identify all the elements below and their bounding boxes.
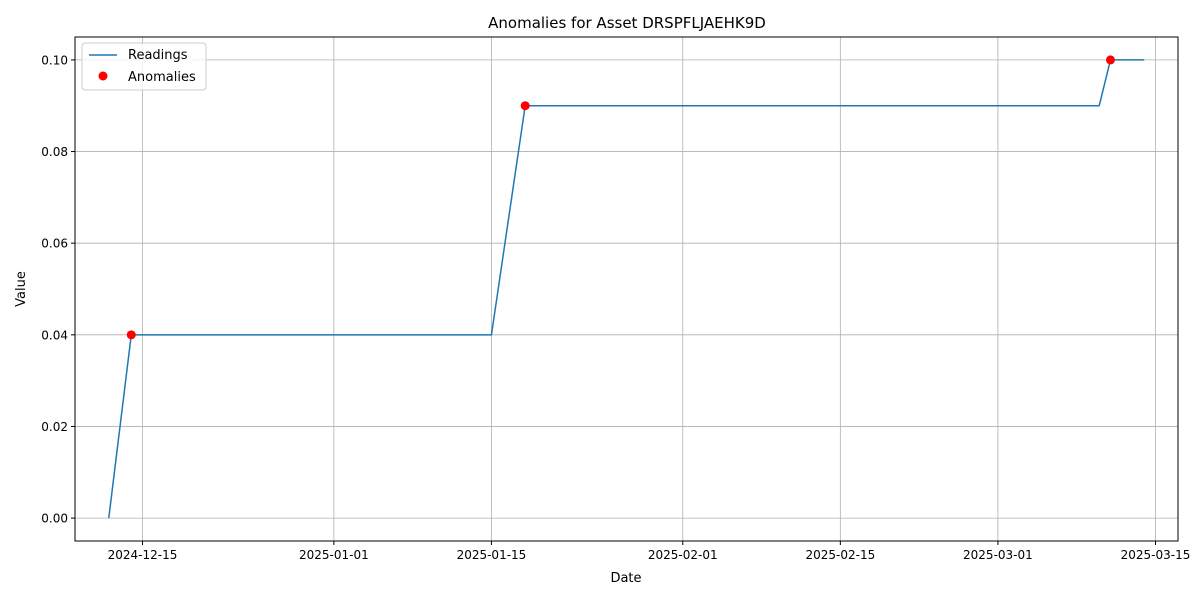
y-tick-label: 0.02: [41, 420, 68, 434]
grid-lines: [75, 37, 1178, 541]
anomaly-point: [126, 330, 136, 340]
x-tick-label: 2025-01-01: [299, 548, 369, 562]
legend: Readings Anomalies: [81, 42, 207, 91]
plot-frame: [74, 36, 1179, 542]
x-tick-label: 2025-01-15: [457, 548, 527, 562]
x-tick-label: 2024-12-15: [108, 548, 178, 562]
y-tick-label: 0.04: [41, 328, 68, 342]
legend-readings-label: Readings: [128, 48, 188, 63]
anomaly-point: [1105, 55, 1115, 65]
x-axis-label: Date: [610, 571, 641, 586]
x-tick-label: 2025-03-01: [963, 548, 1033, 562]
legend-anomalies-label: Anomalies: [128, 70, 196, 85]
y-axis-label: Value: [14, 271, 29, 307]
x-tick-label: 2025-02-01: [648, 548, 718, 562]
x-tick-label: 2025-02-15: [805, 548, 875, 562]
anomaly-point: [520, 101, 530, 111]
y-tick-label: 0.06: [41, 237, 68, 251]
axis-ticks: 2024-12-15 2025-01-01 2025-01-15 2025-02-01…: [41, 53, 1190, 562]
chart-title: Anomalies for Asset DRSPFLJAEHK9D: [488, 14, 766, 32]
legend-anomalies-swatch: [98, 71, 108, 81]
y-tick-label: 0.08: [41, 145, 68, 159]
y-tick-label: 0.10: [41, 53, 68, 67]
y-tick-label: 0.00: [41, 512, 68, 526]
x-tick-label: 2025-03-15: [1121, 548, 1191, 562]
plot-data: [108, 55, 1145, 519]
